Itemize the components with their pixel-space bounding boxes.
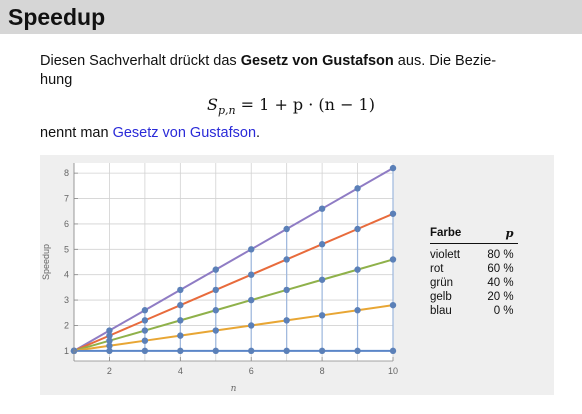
data-point (248, 322, 255, 329)
intro-text-before: Diesen Sachverhalt drückt das (40, 53, 241, 69)
data-point (212, 266, 219, 273)
data-point (283, 317, 290, 324)
legend-header-p: p (465, 225, 518, 244)
data-point (354, 185, 361, 192)
data-point (177, 347, 184, 355)
formula-lhs: S (207, 95, 218, 114)
data-point (106, 342, 113, 349)
legend-row: grün 40 % (430, 276, 518, 290)
x-tick-label: 8 (320, 366, 325, 376)
title-bar: Speedup (0, 0, 582, 34)
data-point (283, 256, 290, 263)
data-point (248, 246, 255, 253)
data-point (318, 347, 326, 355)
formula-subscript: p,n (217, 104, 236, 118)
data-point (389, 210, 397, 217)
chart-panel: 1 2 3 4 5 6 7 8 2 4 6 8 10 n Speedup Farbe p violett 8… (40, 155, 554, 395)
data-point (318, 241, 326, 248)
legend-farbe: blau (430, 305, 452, 317)
data-point (354, 347, 361, 355)
legend-farbe: grün (430, 277, 454, 289)
data-point (106, 332, 113, 339)
naming-suffix: . (256, 125, 261, 141)
data-point (177, 317, 184, 324)
intro-text-line2: hung (40, 72, 73, 88)
data-point (141, 327, 149, 334)
legend-farbe: rot (430, 263, 444, 275)
legend-table: Farbe p violett 80 % rot 60 % grün 40 % … (430, 225, 518, 318)
formula-rhs: = 1 + p · (n − 1) (235, 95, 375, 114)
data-point (212, 307, 219, 314)
speedup-formula: Sp,n = 1 + p · (n − 1) (0, 95, 582, 117)
data-point (141, 337, 149, 344)
legend-p: 80 % (487, 249, 514, 261)
data-point (141, 317, 149, 324)
x-axis-label: n (231, 384, 237, 394)
data-point (354, 225, 361, 233)
naming-sentence: nennt man Gesetz von Gustafson. (40, 125, 260, 141)
data-point (354, 266, 361, 273)
speedup-chart: 1 2 3 4 5 6 7 8 2 4 6 8 10 n Speedup (41, 163, 398, 394)
y-tick-label: 6 (64, 219, 69, 229)
data-point (318, 205, 326, 212)
data-point (141, 347, 149, 355)
intro-text-after: aus. Die Bezie- (393, 53, 497, 69)
y-tick-label: 3 (64, 295, 69, 305)
legend-farbe: violett (430, 249, 461, 261)
naming-prefix: nennt man (40, 125, 113, 141)
data-point (212, 286, 219, 294)
data-point (106, 327, 113, 334)
legend-p: 40 % (487, 277, 514, 289)
y-tick-label: 1 (64, 346, 69, 356)
legend-p: 60 % (487, 263, 514, 275)
data-point (318, 276, 326, 283)
law-name-bold: Gesetz von Gustafson (240, 53, 394, 69)
x-tick-label: 10 (388, 366, 398, 376)
data-point (141, 307, 149, 314)
y-tick-label: 8 (64, 168, 69, 178)
page-title: Speedup (8, 4, 106, 30)
data-point (177, 301, 184, 309)
y-tick-label: 4 (64, 270, 69, 280)
data-point (283, 286, 290, 294)
intro-paragraph: Diesen Sachverhalt drückt das Gesetz von… (40, 52, 540, 90)
data-point (212, 347, 219, 355)
data-point (389, 301, 397, 309)
series-line-1 (73, 212, 394, 352)
x-tick-label: 6 (249, 366, 254, 376)
data-point (177, 332, 184, 339)
series-line-0 (73, 167, 394, 352)
gustafson-link[interactable]: Gesetz von Gustafson (112, 125, 257, 141)
legend-p: 20 % (487, 291, 514, 303)
legend-row: violett 80 % (430, 244, 518, 263)
y-axis-label: Speedup (41, 244, 51, 280)
data-point (248, 296, 255, 304)
series-line-2 (73, 258, 394, 352)
data-point (389, 347, 397, 355)
data-point (389, 164, 397, 172)
data-point (248, 347, 255, 355)
legend-row: blau 0 % (430, 304, 518, 318)
data-point (389, 256, 397, 263)
data-point (106, 347, 113, 355)
data-point (283, 347, 290, 355)
legend-farbe: gelb (430, 291, 452, 303)
legend-p: 0 % (493, 305, 514, 317)
legend-row: rot 60 % (430, 262, 518, 276)
x-tick-label: 2 (107, 366, 112, 376)
data-point (248, 271, 255, 278)
y-tick-label: 5 (64, 244, 69, 254)
data-point (212, 327, 219, 334)
x-tick-label: 4 (178, 366, 183, 376)
series-line-3 (73, 304, 394, 352)
data-point (354, 307, 361, 314)
data-point (177, 286, 184, 294)
y-tick-label: 2 (64, 320, 69, 330)
data-point (106, 337, 113, 344)
data-point (283, 225, 290, 233)
y-tick-label: 7 (64, 194, 69, 204)
data-point (318, 312, 326, 319)
legend-row: gelb 20 % (430, 290, 518, 304)
legend-header-farbe: Farbe (430, 225, 466, 244)
